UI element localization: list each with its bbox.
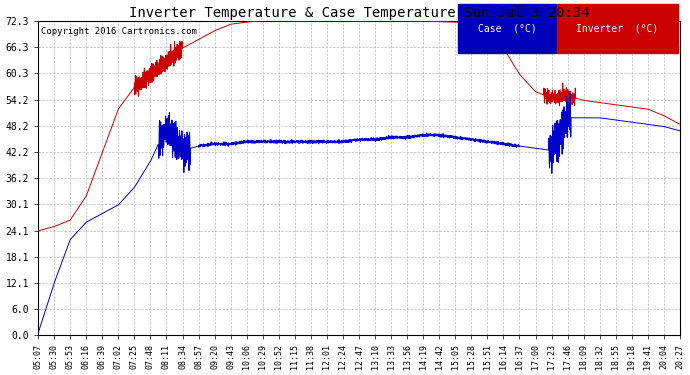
Text: Copyright 2016 Cartronics.com: Copyright 2016 Cartronics.com — [41, 27, 197, 36]
Text: Inverter  (°C): Inverter (°C) — [576, 24, 658, 34]
Text: Case  (°C): Case (°C) — [477, 24, 537, 34]
Title: Inverter Temperature & Case Temperature Sun Jul 3 20:34: Inverter Temperature & Case Temperature … — [129, 6, 589, 20]
